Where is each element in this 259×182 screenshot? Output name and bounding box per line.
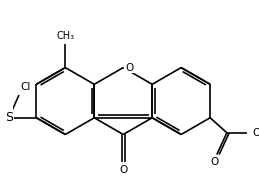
Text: Cl: Cl — [21, 82, 31, 92]
Text: CH₃: CH₃ — [56, 31, 74, 41]
Text: OH: OH — [252, 128, 259, 138]
Text: O: O — [210, 157, 218, 167]
Text: O: O — [119, 165, 127, 175]
Text: S: S — [5, 111, 13, 124]
Text: O: O — [125, 63, 133, 73]
